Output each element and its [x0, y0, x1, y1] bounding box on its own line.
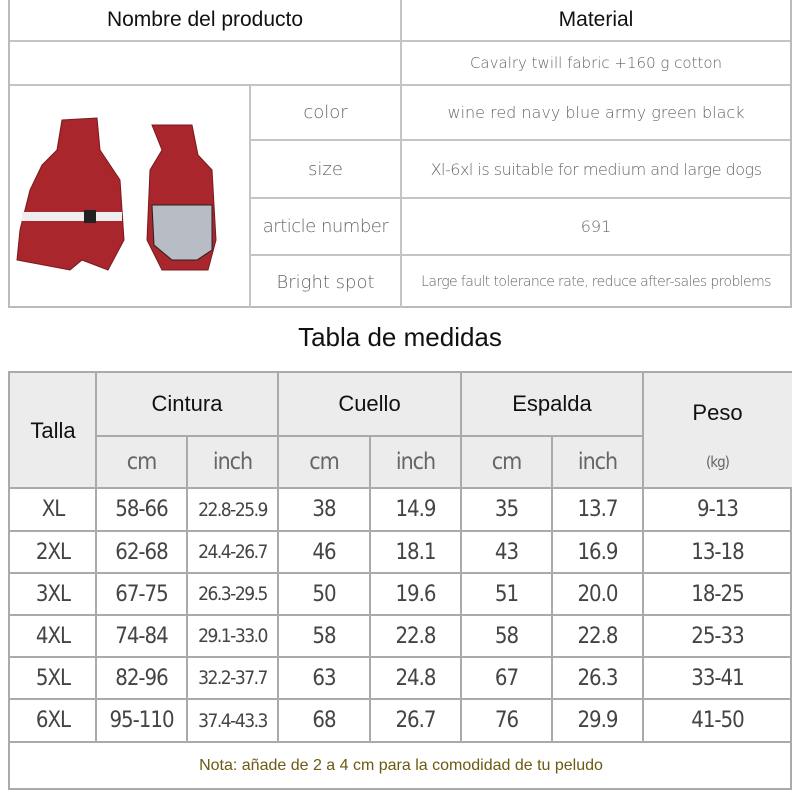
table-cell: 33-41 [691, 665, 745, 691]
grid-line [10, 698, 792, 700]
table-cell: 16.9 [577, 539, 618, 565]
table-cell: 37.4-43.3 [198, 709, 268, 732]
table-cell: 14.9 [395, 497, 436, 522]
grid-line [10, 487, 792, 489]
header-espalda-cm: cm [491, 448, 523, 475]
header-peso-unit: (kg) [706, 452, 730, 471]
product-image-dog-coat [16, 117, 217, 271]
table-cell: 32.2-37.7 [198, 667, 268, 689]
material-value: Cavalry twill fabric +160 g cotton [469, 54, 723, 72]
grid-line [10, 530, 792, 532]
product-info-table: Nombre del producto Material Cavalry twi… [8, 0, 792, 308]
table-cell: 51 [494, 581, 519, 607]
table-cell: 26.3 [577, 665, 618, 691]
table-cell: 50 [312, 581, 336, 607]
grid-line [369, 435, 371, 742]
header-background [10, 373, 792, 488]
table-cell: 38 [312, 497, 336, 522]
grid-line [10, 741, 792, 743]
table-cell: 29.9 [577, 708, 618, 733]
grid-line [186, 435, 188, 742]
table-cell: 25-33 [691, 623, 745, 649]
grid-line [10, 614, 792, 616]
table-cell: 22.8 [395, 623, 436, 649]
size-chart-table: Talla Cintura cm inch Cuello cm inch Espalda cm i… [8, 371, 792, 790]
attr-label-article: article number [262, 216, 389, 237]
attr-label-size: size [308, 158, 343, 180]
row-size-label: 3XL [35, 581, 71, 607]
table-cell: 67-75 [115, 581, 169, 607]
grid-line [460, 373, 462, 742]
table-cell: 74-84 [115, 623, 169, 649]
row-size-label: 5XL [35, 665, 71, 691]
table-cell: 22.8-25.9 [198, 498, 268, 521]
grid-line [642, 373, 644, 742]
header-cuello-inch: inch [395, 448, 436, 475]
header-cintura-cm: cm [126, 448, 158, 475]
row-size-label: 2XL [35, 539, 71, 565]
header-talla: Talla [30, 417, 76, 443]
header-espalda-inch: inch [577, 448, 618, 475]
table-cell: 24.8 [395, 665, 436, 691]
table-cell: 18-25 [691, 581, 745, 607]
table-cell: 24.4-26.7 [198, 541, 268, 563]
table-cell: 58-66 [115, 497, 169, 522]
table-cell: 29.1-33.0 [198, 625, 268, 647]
header-cintura-inch: inch [212, 448, 253, 475]
header-cintura: Cintura [151, 391, 223, 416]
table-cell: 41-50 [691, 708, 745, 733]
header-cuello-cm: cm [309, 448, 340, 475]
header-cuello: Cuello [338, 391, 401, 416]
table-cell: 9-13 [697, 497, 739, 522]
grid-line [277, 373, 279, 742]
table-cell: 43 [494, 539, 519, 565]
header-material: Material [558, 8, 634, 31]
table-cell: 68 [312, 708, 336, 733]
grid-line [95, 373, 97, 742]
table-cell: 63 [312, 665, 336, 691]
row-size-label: XL [41, 497, 66, 522]
row-size-label: 4XL [35, 623, 71, 649]
table-cell: 35 [494, 497, 519, 522]
table-cell: 19.6 [395, 581, 436, 607]
size-note: Nota: añade de 2 a 4 cm para la comodida… [199, 757, 603, 774]
attr-value-size: Xl-6xl is suitable for medium and large … [430, 159, 762, 179]
table-cell: 58 [312, 623, 336, 649]
table-cell: 26.7 [395, 708, 436, 733]
attr-label-bright-spot: Bright spot [276, 271, 375, 293]
attr-value-color: wine red navy blue army green black [447, 103, 745, 122]
grid-line [10, 656, 792, 658]
table-cell: 18.1 [395, 539, 436, 565]
table-cell: 62-68 [115, 539, 169, 565]
table-cell: 22.8 [577, 623, 618, 649]
header-espalda: Espalda [512, 391, 592, 416]
table-cell: 46 [312, 539, 336, 565]
table-cell: 13-18 [691, 539, 745, 565]
grid-line [551, 435, 553, 742]
table-cell: 82-96 [115, 665, 169, 691]
table-cell: 58 [494, 623, 519, 649]
header-peso: Peso [692, 400, 743, 425]
grid-line [10, 572, 792, 574]
table-cell: 13.7 [577, 497, 618, 522]
header-product-name: Nombre del producto [106, 8, 304, 31]
table-cell: 20.0 [577, 581, 618, 607]
table-cell: 67 [494, 665, 519, 691]
size-chart-title: Tabla de medidas [298, 322, 502, 352]
attr-value-bright-spot: Large fault tolerance rate, reduce after… [421, 274, 771, 290]
table-cell: 26.3-29.5 [198, 583, 268, 605]
row-size-label: 6XL [35, 708, 71, 733]
table-cell: 95-110 [109, 708, 174, 733]
attr-value-article: 691 [580, 217, 612, 236]
attr-label-color: color [303, 102, 348, 123]
table-cell: 76 [494, 708, 519, 733]
